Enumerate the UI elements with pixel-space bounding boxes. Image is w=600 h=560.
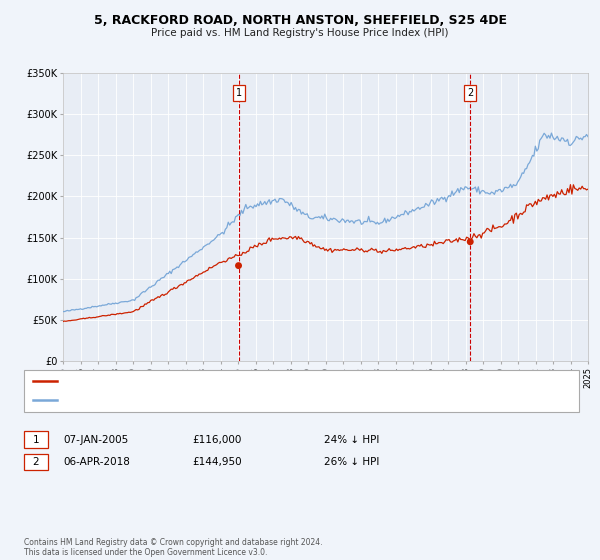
Text: Price paid vs. HM Land Registry's House Price Index (HPI): Price paid vs. HM Land Registry's House … [151,28,449,38]
Text: 26% ↓ HPI: 26% ↓ HPI [324,457,379,467]
Text: 5, RACKFORD ROAD, NORTH ANSTON, SHEFFIELD, S25 4DE (detached house): 5, RACKFORD ROAD, NORTH ANSTON, SHEFFIEL… [63,377,411,386]
Text: 2: 2 [32,457,40,467]
Text: 5, RACKFORD ROAD, NORTH ANSTON, SHEFFIELD, S25 4DE: 5, RACKFORD ROAD, NORTH ANSTON, SHEFFIEL… [94,14,506,27]
Point [234,261,244,270]
Text: 06-APR-2018: 06-APR-2018 [63,457,130,467]
Point [466,237,475,246]
Text: £116,000: £116,000 [192,435,241,445]
Text: 24% ↓ HPI: 24% ↓ HPI [324,435,379,445]
Text: HPI: Average price, detached house, Rotherham: HPI: Average price, detached house, Roth… [63,395,280,404]
Text: 1: 1 [235,88,242,99]
Text: £144,950: £144,950 [192,457,242,467]
Text: 1: 1 [32,435,40,445]
Text: 07-JAN-2005: 07-JAN-2005 [63,435,128,445]
Text: Contains HM Land Registry data © Crown copyright and database right 2024.
This d: Contains HM Land Registry data © Crown c… [24,538,323,557]
Text: 2: 2 [467,88,473,99]
